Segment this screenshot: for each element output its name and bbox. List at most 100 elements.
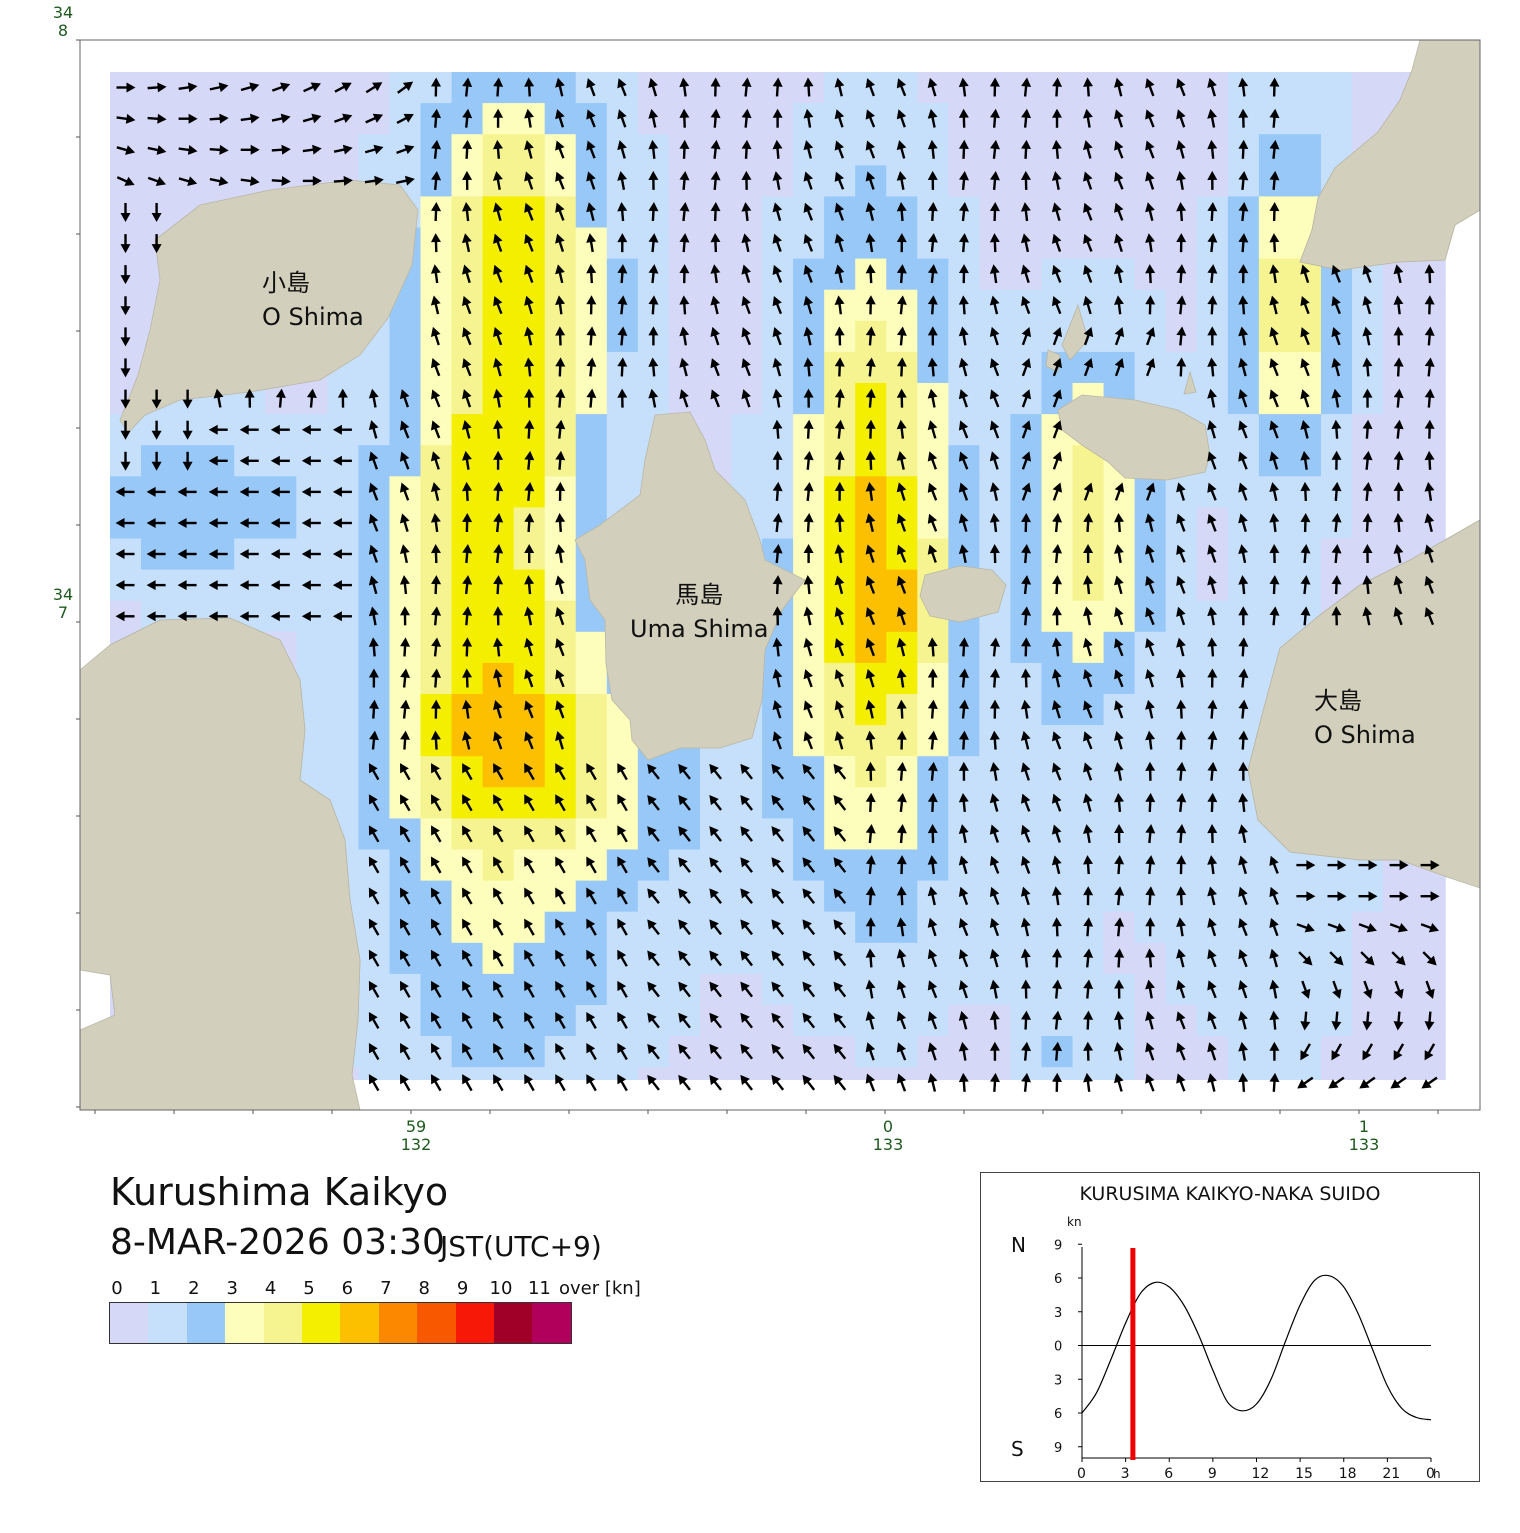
legend-swatch	[301, 1303, 341, 1343]
legend-color-bar	[109, 1302, 572, 1344]
tide-x-tick: 0	[1077, 1466, 1086, 1482]
map-title: Kurushima Kaikyo	[110, 1170, 449, 1214]
legend-swatch	[110, 1303, 149, 1343]
tide-y-tick: 6	[1054, 1272, 1062, 1287]
legend-tick: 9	[456, 1278, 469, 1299]
legend-swatch	[455, 1303, 494, 1343]
legend-swatch	[186, 1303, 226, 1343]
lon-label-center: 0 133	[866, 1118, 910, 1154]
tide-x-tick: 15	[1295, 1466, 1313, 1482]
tide-y-tick: 9	[1054, 1441, 1062, 1456]
island-name-en: Uma Shima	[630, 615, 769, 643]
lon-label-east: 1 133	[1342, 1118, 1386, 1154]
speed-cell	[575, 694, 608, 726]
legend-tick: 3	[226, 1278, 238, 1299]
map-timezone: JST(UTC+9)	[440, 1230, 602, 1263]
tide-panel: 9 6 3 0 3 6 9 0 3 6 9 12 15 18 21 0 h kn N S KURUSIMA KAIKY…	[980, 1172, 1480, 1482]
speed-cell	[296, 662, 328, 695]
lat-deg: 34	[52, 3, 74, 22]
legend-tick: 0	[111, 1278, 123, 1299]
speed-cell	[575, 725, 608, 757]
legend-tick: 2	[188, 1278, 200, 1299]
lat-min: 8	[57, 21, 69, 40]
lat-min: 7	[57, 603, 69, 622]
tide-y-unit: kn	[1067, 1215, 1082, 1229]
speed-cell	[327, 694, 359, 726]
island-label-koshima: 小島 O Shima	[262, 266, 364, 334]
legend-tick: 4	[264, 1278, 277, 1299]
lon-deg: 132	[400, 1135, 432, 1154]
tide-y-tick: 9	[1054, 1238, 1062, 1253]
speed-cell	[1289, 165, 1322, 197]
speed-cell	[1320, 72, 1353, 104]
tide-y-tick: 0	[1054, 1340, 1062, 1355]
speed-cell	[606, 414, 639, 446]
tide-title: KURUSIMA KAIKYO-NAKA SUIDO	[1079, 1183, 1381, 1205]
legend-tick: 11	[527, 1278, 551, 1299]
lon-deg: 133	[1348, 1135, 1380, 1154]
island-small	[919, 565, 1007, 623]
tide-x-tick: 9	[1208, 1466, 1217, 1482]
island-label-umashima: 馬島 Uma Shima	[630, 578, 768, 646]
map-datetime: 8-MAR-2026 03:30	[110, 1222, 445, 1263]
speed-cell	[575, 445, 608, 477]
speed-legend: 0 1 2 3 4 5 6 7 8 9 10 11 over [kn]	[109, 1278, 649, 1348]
tide-y-tick: 3	[1054, 1373, 1062, 1388]
speed-cell	[1352, 72, 1384, 104]
speed-cell	[1289, 72, 1322, 104]
tide-y-tick: 6	[1054, 1407, 1062, 1422]
speed-cell	[575, 476, 608, 508]
lat-label-north: 34 8	[46, 4, 80, 40]
legend-swatch	[340, 1303, 379, 1343]
legend-swatch	[263, 1303, 302, 1343]
legend-tick: 7	[380, 1278, 392, 1299]
island-name-en: O Shima	[1314, 721, 1416, 749]
speed-cell	[1289, 103, 1322, 135]
island-label-oshima: 大島 O Shima	[1314, 684, 1416, 752]
legend-swatch	[493, 1303, 533, 1343]
island-name-jp: 大島	[1314, 687, 1362, 715]
tide-y-tick: 3	[1054, 1306, 1062, 1321]
legend-swatch	[417, 1303, 456, 1343]
legend-swatch	[532, 1303, 571, 1343]
speed-cell	[327, 725, 359, 757]
tide-x-tick: 21	[1382, 1466, 1400, 1482]
speed-cell	[575, 662, 608, 695]
legend-unit: over [kn]	[559, 1278, 641, 1299]
tide-x-unit: h	[1433, 1467, 1441, 1481]
lon-label-west: 59 132	[394, 1118, 438, 1154]
speed-cell	[575, 631, 608, 664]
legend-swatch	[148, 1303, 187, 1343]
legend-swatch	[225, 1303, 264, 1343]
speed-cell	[575, 414, 608, 446]
lon-min: 0	[882, 1117, 894, 1136]
legend-tick: 10	[489, 1278, 513, 1299]
speed-cell	[327, 756, 359, 788]
tide-south-label: S	[1011, 1437, 1024, 1461]
speed-cell	[389, 320, 422, 353]
speed-cell	[1289, 134, 1322, 166]
island-name-en: O Shima	[262, 303, 364, 331]
current-map	[76, 39, 1481, 1114]
legend-swatch	[378, 1303, 418, 1343]
lon-min: 1	[1358, 1117, 1370, 1136]
tide-x-tick: 3	[1121, 1466, 1130, 1482]
island-name-jp: 馬島	[675, 581, 724, 609]
speed-cell	[389, 351, 422, 384]
lon-deg: 133	[872, 1135, 904, 1154]
legend-tick: 5	[303, 1278, 315, 1299]
speed-cell	[296, 631, 328, 664]
speed-cell	[731, 445, 763, 477]
no-data-north	[81, 41, 1479, 72]
speed-cell	[606, 445, 639, 477]
tide-x-tick: 18	[1339, 1466, 1357, 1482]
lon-min: 59	[405, 1117, 427, 1136]
lat-label-south: 34 7	[46, 586, 80, 622]
speed-cell	[1352, 103, 1384, 135]
speed-cell	[1320, 103, 1353, 135]
tide-x-tick: 12	[1252, 1466, 1270, 1482]
speed-cell	[327, 662, 359, 695]
speed-cell	[327, 631, 359, 664]
legend-tick: 6	[341, 1278, 354, 1299]
